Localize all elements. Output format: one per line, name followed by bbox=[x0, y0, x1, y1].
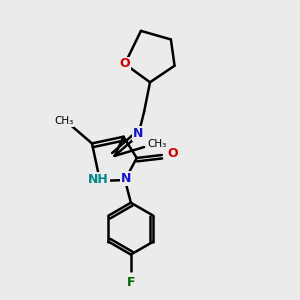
Text: O: O bbox=[168, 147, 178, 160]
Text: N: N bbox=[121, 172, 132, 185]
Text: O: O bbox=[119, 58, 130, 70]
Text: N: N bbox=[133, 127, 143, 140]
Text: CH₃: CH₃ bbox=[54, 116, 74, 126]
Text: CH₃: CH₃ bbox=[148, 139, 167, 149]
Text: F: F bbox=[127, 276, 135, 289]
Text: NH: NH bbox=[88, 173, 109, 186]
